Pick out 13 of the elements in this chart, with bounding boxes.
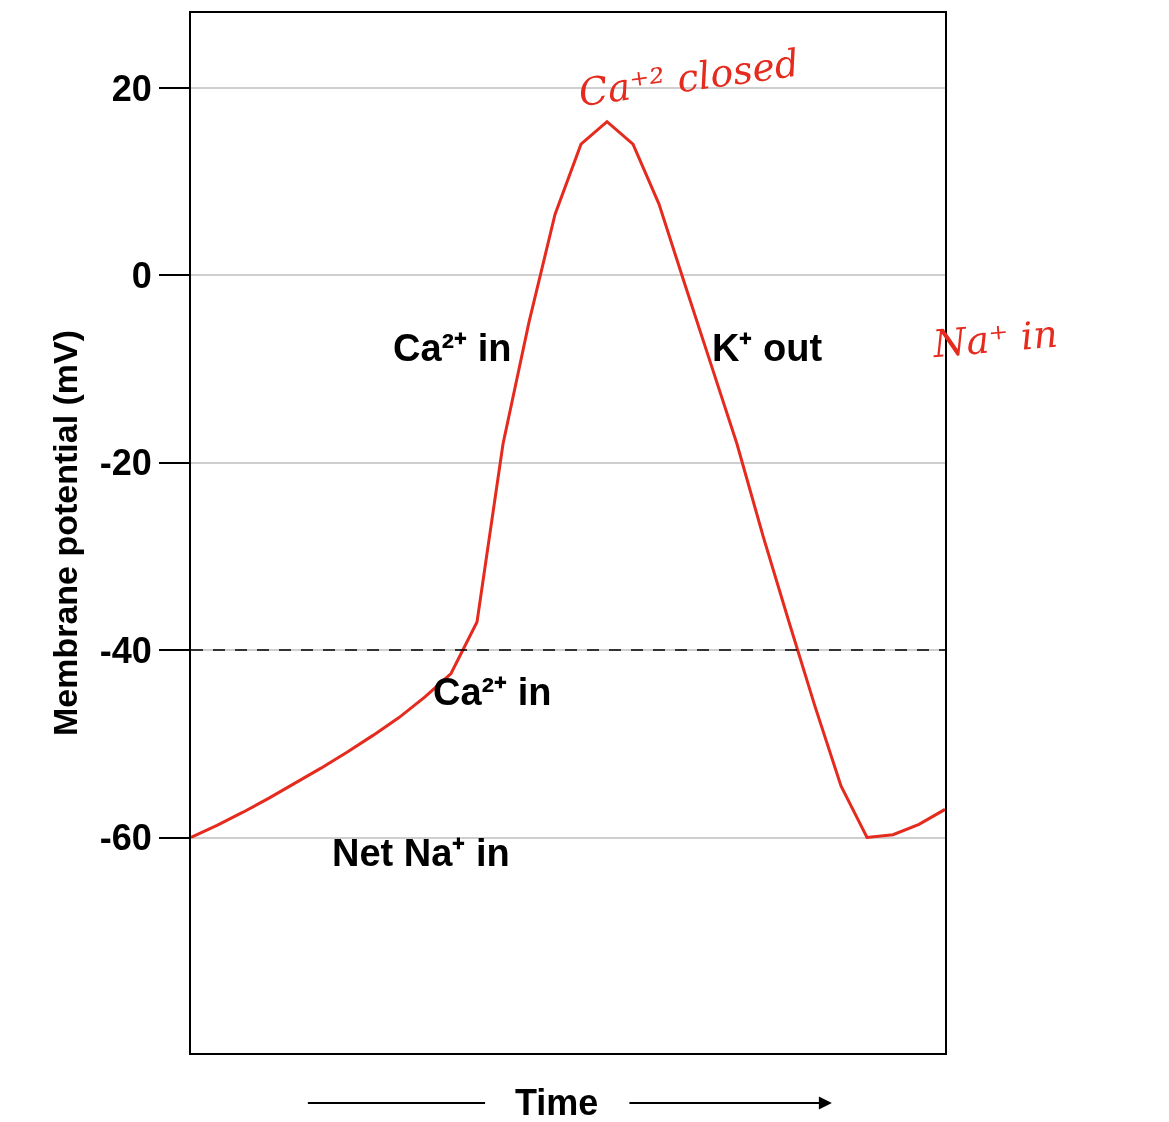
y-tick-label: 0 [131,254,152,296]
y-tick-label: -20 [99,442,152,484]
annotation: Ca²⁺ in [393,327,512,369]
annotation: Net Na⁺ in [332,832,510,874]
annotation: Ca⁺² closed [575,40,802,116]
y-axis-title: Membrane potential (mV) [45,329,84,737]
annotation: Ca²⁺ in [433,671,552,713]
x-axis-title: Time [515,1082,599,1122]
y-tick-label: 20 [111,67,152,109]
annotation: K⁺ out [712,327,823,369]
annotation: Na⁺ in [930,311,1060,367]
y-tick-label: -60 [99,817,152,859]
y-tick-label: -40 [99,629,152,671]
